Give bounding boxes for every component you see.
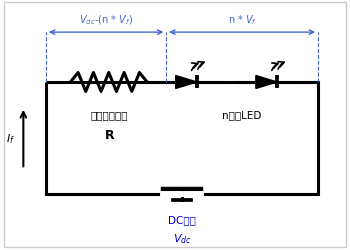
Text: n個のLED: n個のLED [222, 110, 262, 120]
Text: DC電源: DC電源 [168, 214, 196, 224]
Text: $V_{dc}$: $V_{dc}$ [173, 232, 191, 245]
Polygon shape [256, 76, 277, 89]
Text: 電流制限抵抗: 電流制限抵抗 [91, 110, 128, 120]
FancyBboxPatch shape [4, 3, 346, 246]
Text: R: R [105, 128, 114, 141]
Text: n * $V_f$: n * $V_f$ [228, 13, 257, 27]
Polygon shape [176, 76, 197, 89]
Text: $V_{dc}$-(n * $V_f$): $V_{dc}$-(n * $V_f$) [79, 13, 133, 27]
Text: ⋯: ⋯ [222, 75, 237, 90]
Text: $I_f$: $I_f$ [6, 132, 15, 145]
